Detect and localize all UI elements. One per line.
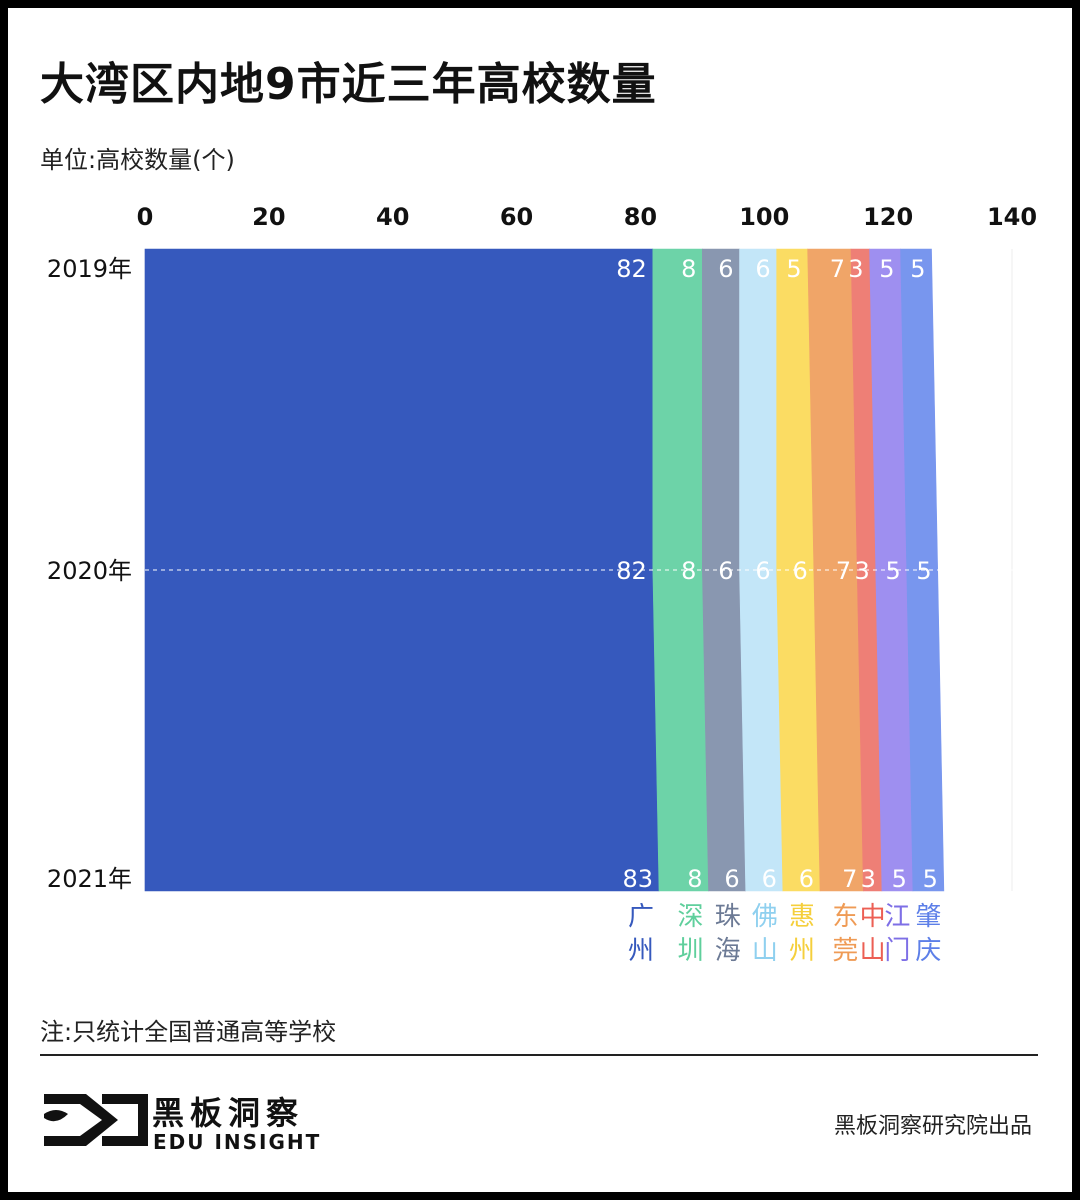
value-label: 8 [681,557,696,585]
value-label: 3 [848,255,863,283]
x-tick-label: 60 [500,203,533,231]
value-label: 83 [622,865,653,893]
city-label: 山 [752,936,778,966]
city-label: 山 [860,936,886,966]
city-label: 州 [628,936,654,966]
value-label: 6 [799,865,814,893]
city-label: 州 [789,936,815,966]
city-label: 门 [884,936,910,966]
value-label: 5 [892,865,907,893]
x-tick-label: 20 [252,203,285,231]
value-label: 8 [681,255,696,283]
city-label: 佛 [752,902,778,932]
value-label: 5 [923,865,938,893]
city-label: 肇 [915,902,941,932]
value-label: 7 [830,255,845,283]
value-label: 5 [910,255,925,283]
city-label: 广 [628,902,654,932]
value-label: 7 [842,865,857,893]
x-tick-label: 0 [137,203,154,231]
x-tick-label: 40 [376,203,409,231]
chart-title: 大湾区内地9市近三年高校数量 [40,59,657,110]
value-label: 3 [861,865,876,893]
value-label: 6 [718,557,733,585]
divider [40,1054,1038,1056]
city-label: 珠 [715,902,741,932]
value-label: 6 [755,255,770,283]
value-label: 6 [762,865,777,893]
value-label: 82 [616,255,647,283]
city-label: 莞 [832,936,858,966]
city-label: 中 [860,902,886,932]
footnote: 注:只统计全国普通高等学校 [40,1018,337,1046]
value-label: 7 [836,557,851,585]
city-label: 东 [832,902,858,932]
unit-label: 单位:高校数量(个) [40,146,235,174]
x-tick-label: 140 [987,203,1037,231]
city-label: 深 [678,902,704,932]
year-label: 2020年 [47,557,132,585]
value-label: 6 [755,557,770,585]
year-label: 2021年 [47,865,132,893]
value-label: 8 [687,865,702,893]
credit-text: 黑板洞察研究院出品 [833,1114,1032,1139]
value-label: 5 [916,557,931,585]
city-label: 海 [715,936,741,966]
x-tick-label: 100 [739,203,789,231]
value-label: 5 [885,557,900,585]
stacked-bar-chart: 0 20 40 60 80 100 120 1408282838886666665667773… [47,203,1037,966]
city-label: 惠 [789,902,815,932]
value-label: 5 [879,255,894,283]
value-label: 3 [854,557,869,585]
value-label: 5 [786,255,801,283]
x-tick-label: 120 [863,203,913,231]
city-label: 江 [884,902,910,932]
city-label: 圳 [678,936,704,966]
brand-name-en: EDU INSIGHT [153,1130,322,1154]
value-label: 6 [793,557,808,585]
x-tick-label: 80 [624,203,657,231]
year-label: 2019年 [47,255,132,283]
city-label: 庆 [915,936,941,966]
value-label: 82 [616,557,647,585]
edu-insight-logo-icon [44,1094,148,1146]
value-label: 6 [718,255,733,283]
brand-name-cn: 黑板洞察 [152,1094,305,1132]
value-label: 6 [724,865,739,893]
